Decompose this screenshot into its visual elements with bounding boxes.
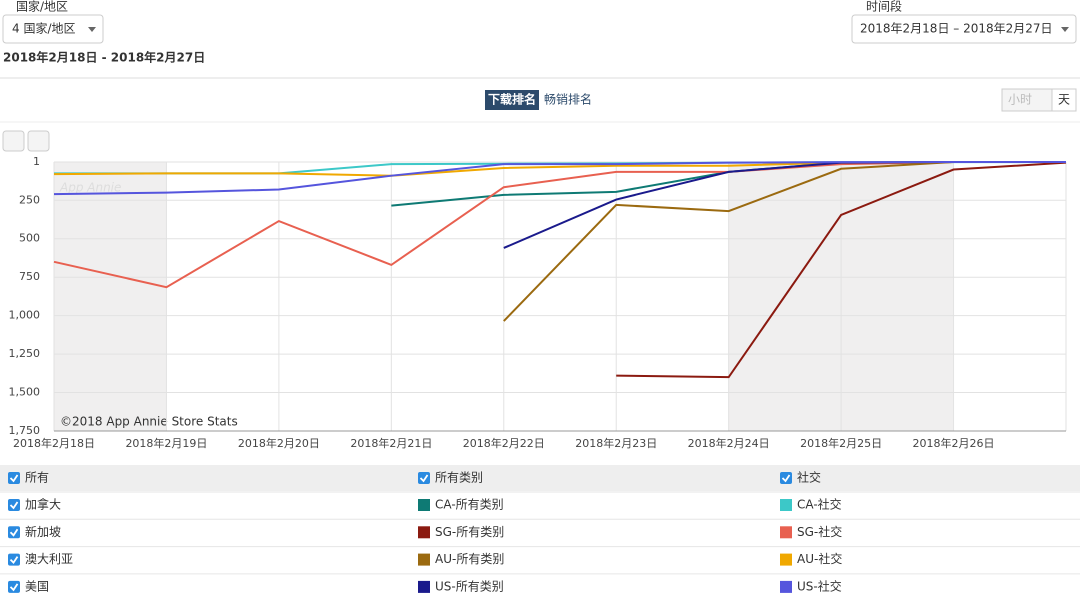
legend-swatch — [418, 499, 430, 511]
legend-swatch — [418, 526, 430, 539]
legend-swatch — [780, 580, 792, 593]
legend-swatch — [418, 580, 430, 593]
tab-active[interactable] — [485, 90, 539, 110]
zoom-button[interactable] — [27, 130, 50, 152]
checkbox[interactable] — [8, 499, 20, 511]
x-tick-label: 2018年2月25日 — [800, 436, 882, 450]
legend-country: 新加坡 — [25, 524, 61, 539]
legend-label: US-所有类别 — [435, 579, 504, 593]
tab-grossing[interactable]: 畅销排名 — [544, 92, 592, 107]
legend-label: US-社交 — [797, 578, 842, 593]
x-tick-label: 2018年2月19日 — [125, 436, 207, 450]
tab-download: 下载排名 — [488, 92, 536, 107]
legend-swatch — [780, 499, 792, 511]
checkbox[interactable] — [8, 580, 20, 593]
y-tick-label: 750 — [19, 270, 40, 283]
weekend-shade — [54, 162, 166, 431]
y-tick-label: 1,250 — [9, 347, 41, 360]
legend-header: 所有类别 — [435, 471, 483, 485]
y-tick-label: 1,000 — [9, 309, 41, 322]
dropdown-arrow — [1061, 27, 1069, 32]
dropdown-arrow — [88, 27, 96, 32]
legend-swatch — [780, 526, 792, 539]
watermark: App Annie — [59, 181, 121, 195]
period-select[interactable] — [851, 14, 1077, 44]
subtitle: 2018年2月18日 - 2018年2月27日 — [3, 50, 205, 65]
x-tick-label: 2018年2月18日 — [13, 436, 95, 450]
check — [9, 501, 19, 510]
day-text: 天 — [1058, 93, 1070, 107]
legend-country: 澳大利亚 — [25, 552, 73, 566]
checkbox[interactable] — [8, 472, 20, 484]
checkbox[interactable] — [780, 472, 792, 484]
y-tick-label: 500 — [19, 232, 40, 245]
legend-header: 社交 — [797, 470, 821, 485]
checkbox[interactable] — [8, 553, 20, 566]
check — [9, 528, 19, 537]
x-tick-label: 2018年2月21日 — [350, 436, 432, 450]
day-button[interactable] — [1051, 88, 1077, 112]
legend-country: 加拿大 — [25, 497, 61, 512]
x-tick-label: 2018年2月26日 — [913, 436, 995, 450]
checkbox[interactable] — [418, 472, 430, 484]
series-line — [53, 161, 1066, 196]
region-label: 国家/地区 — [16, 0, 68, 14]
checkbox[interactable] — [8, 526, 20, 539]
legend-country: 美国 — [25, 579, 49, 593]
legend-label: SG-所有类别 — [435, 525, 504, 539]
x-tick-label: 2018年2月22日 — [463, 436, 545, 450]
legend-swatch — [418, 553, 430, 566]
region-select[interactable] — [2, 14, 104, 44]
legend-swatch — [780, 553, 792, 566]
check — [9, 583, 19, 592]
legend-label: CA-社交 — [797, 497, 842, 512]
legend-label: SG-社交 — [797, 524, 842, 539]
hour-text: 小时 — [1008, 93, 1032, 107]
y-tick-label: 1,500 — [9, 386, 41, 399]
check — [9, 474, 19, 483]
y-tick-label: 250 — [19, 193, 40, 206]
x-tick-label: 2018年2月24日 — [688, 436, 770, 450]
reset-button[interactable] — [2, 130, 25, 152]
period-label: 时间段 — [866, 0, 902, 14]
legend-header: 所有 — [25, 471, 49, 485]
region-select-text: 4 国家/地区 — [12, 21, 76, 36]
check — [9, 556, 19, 565]
period-select-text: 2018年2月18日 – 2018年2月27日 — [860, 22, 1053, 36]
x-tick-label: 2018年2月20日 — [238, 436, 320, 450]
copyright: ©2018 App Annie Store Stats — [60, 415, 238, 429]
x-tick-label: 2018年2月23日 — [575, 436, 657, 450]
check — [781, 474, 791, 483]
y-tick-label: 1,750 — [9, 424, 41, 437]
legend-header-bg — [0, 465, 1080, 491]
legend-label: AU-所有类别 — [435, 552, 504, 566]
series-line — [616, 161, 1067, 379]
y-tick-label: 1 — [33, 155, 40, 168]
check — [419, 474, 429, 483]
legend-label: AU-社交 — [797, 551, 842, 566]
legend-label: CA-所有类别 — [435, 498, 504, 512]
